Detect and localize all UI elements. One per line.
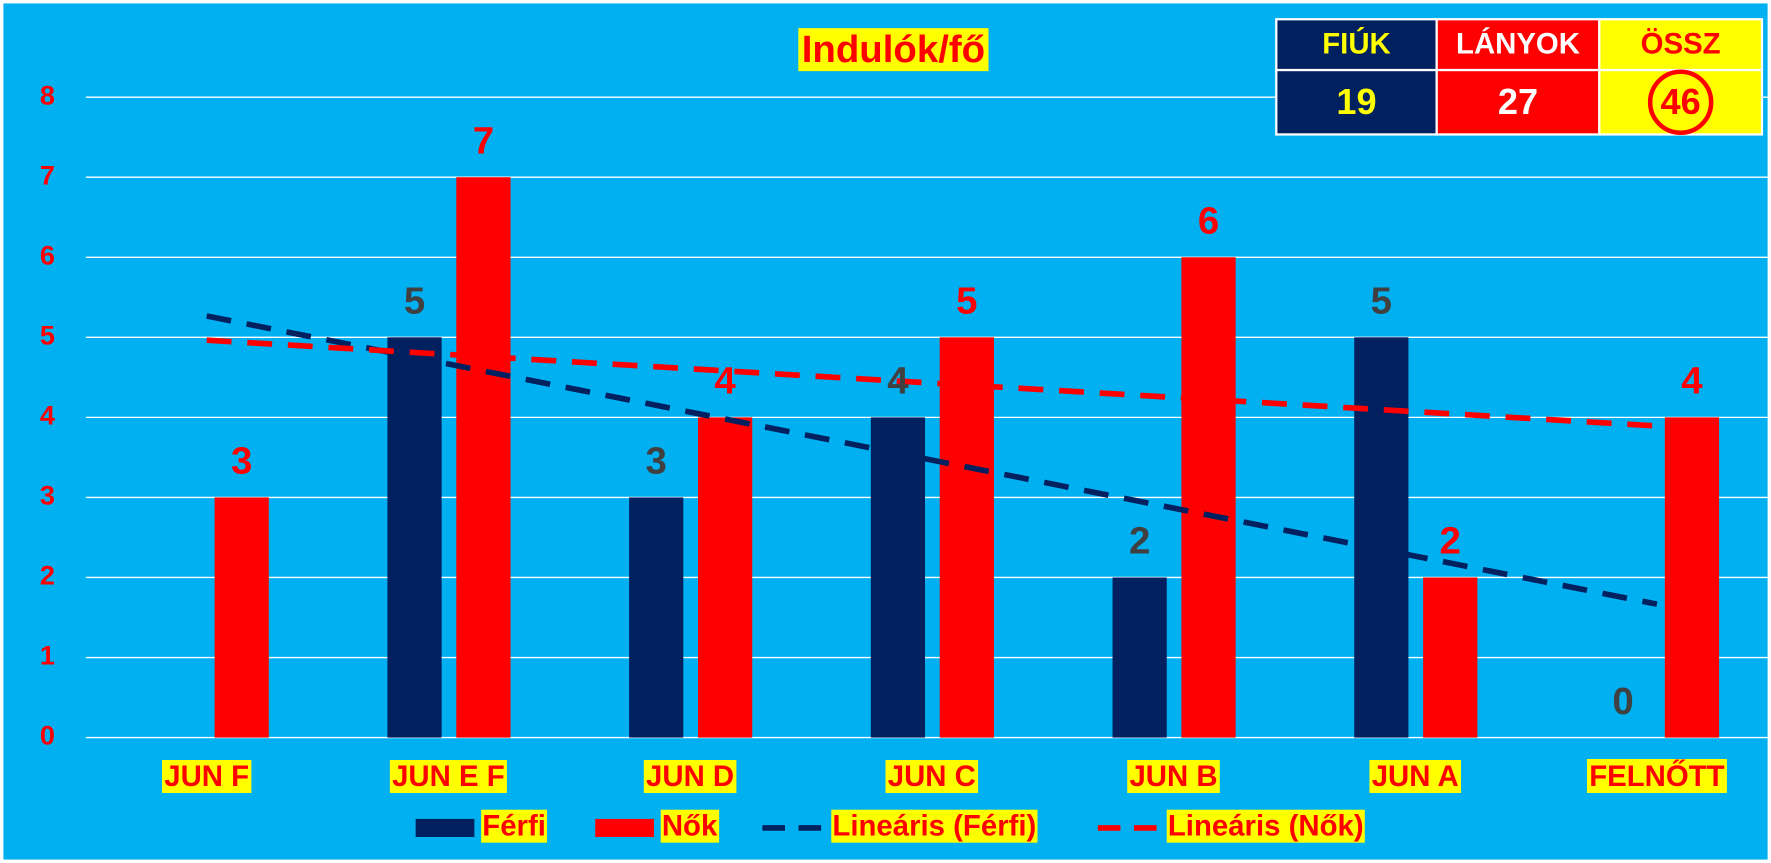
bar (629, 497, 684, 738)
legend-swatch (415, 818, 475, 837)
chart-title: Indulók/fő (802, 28, 985, 71)
table-cell (1275, 18, 1438, 72)
data-label: 7 (473, 119, 494, 162)
bar (1354, 337, 1409, 738)
data-label: 4 (714, 360, 736, 403)
bar (1181, 257, 1236, 738)
table-cell (1435, 68, 1601, 136)
x-tick-label: JUN A (1372, 760, 1459, 793)
bar (214, 497, 269, 738)
labels: 0 1 2 3 4 5 6 7 8 5 3 4 2 5 0 3 7 4 5 6 2 4 JUN F JUN E F JUN D J… (40, 28, 1727, 843)
bar (939, 337, 994, 738)
legend-label: Lineáris (Nők) (1168, 810, 1364, 843)
data-label: 3 (231, 440, 252, 483)
y-tick-label: 1 (40, 640, 55, 671)
legend-label: Nők (662, 810, 718, 843)
label-highlight (162, 759, 252, 793)
y-tick-label: 2 (40, 560, 55, 591)
marks (206, 177, 1720, 738)
legend-label: Férfi (482, 810, 546, 843)
data-label: 6 (1198, 200, 1219, 243)
y-tick-label: 7 (40, 159, 55, 190)
bar (1112, 577, 1167, 738)
y-tick-label: 3 (40, 480, 55, 511)
legend-label: Lineáris (Férfi) (832, 810, 1036, 843)
y-tick-label: 4 (40, 400, 55, 431)
x-tick-label: JUN F (164, 760, 249, 793)
x-tick-label: JUN B (1129, 760, 1217, 793)
table-cell (1275, 68, 1438, 136)
table-value: 46 (1661, 81, 1701, 122)
bar (456, 177, 511, 738)
label-highlight (831, 809, 1038, 843)
table-cell (1598, 18, 1764, 72)
y-tick-label: 6 (40, 239, 55, 270)
x-tick-label: FELNŐTT (1589, 759, 1724, 793)
bar (1664, 417, 1720, 738)
x-tick-label: JUN D (646, 760, 734, 793)
grid (85, 96, 1768, 739)
table-header: ÖSSZ (1641, 28, 1721, 61)
data-label: 0 (1612, 680, 1633, 723)
label-highlight (1586, 758, 1727, 793)
highlight-circle (1647, 69, 1714, 136)
data-label: 5 (956, 280, 977, 323)
y-tick-label: 5 (40, 319, 55, 350)
data-label: 4 (887, 360, 909, 403)
x-tick-label: JUN E F (392, 760, 505, 793)
table-value: 19 (1336, 81, 1376, 122)
summary-table: FIÚK LÁNYOK ÖSSZ 19 27 46 (1275, 18, 1764, 136)
bar (698, 417, 753, 738)
bar (1423, 577, 1478, 738)
label-highlight (1127, 759, 1220, 793)
bar (387, 337, 442, 738)
label-highlight (643, 759, 737, 793)
data-label: 2 (1129, 520, 1150, 563)
data-label: 2 (1440, 520, 1461, 563)
label-highlight (660, 809, 720, 843)
table-value: 27 (1498, 81, 1538, 122)
table-header: LÁNYOK (1456, 27, 1580, 61)
data-label: 4 (1681, 360, 1703, 403)
data-label: 5 (1371, 280, 1392, 323)
label-highlight (798, 28, 989, 72)
data-label: 3 (646, 440, 667, 483)
y-tick-label: 0 (40, 720, 55, 751)
table-header: FIÚK (1322, 27, 1391, 61)
legend-swatch (595, 818, 654, 837)
label-highlight (1166, 809, 1365, 843)
y-tick-label: 8 (40, 79, 55, 110)
label-highlight (885, 759, 979, 793)
label-highlight (1369, 759, 1461, 793)
x-tick-label: JUN C (888, 760, 976, 793)
label-highlight (389, 759, 507, 793)
label-highlight (481, 809, 548, 843)
bar (870, 417, 926, 738)
trendline (206, 313, 1658, 607)
data-label: 5 (404, 280, 425, 323)
